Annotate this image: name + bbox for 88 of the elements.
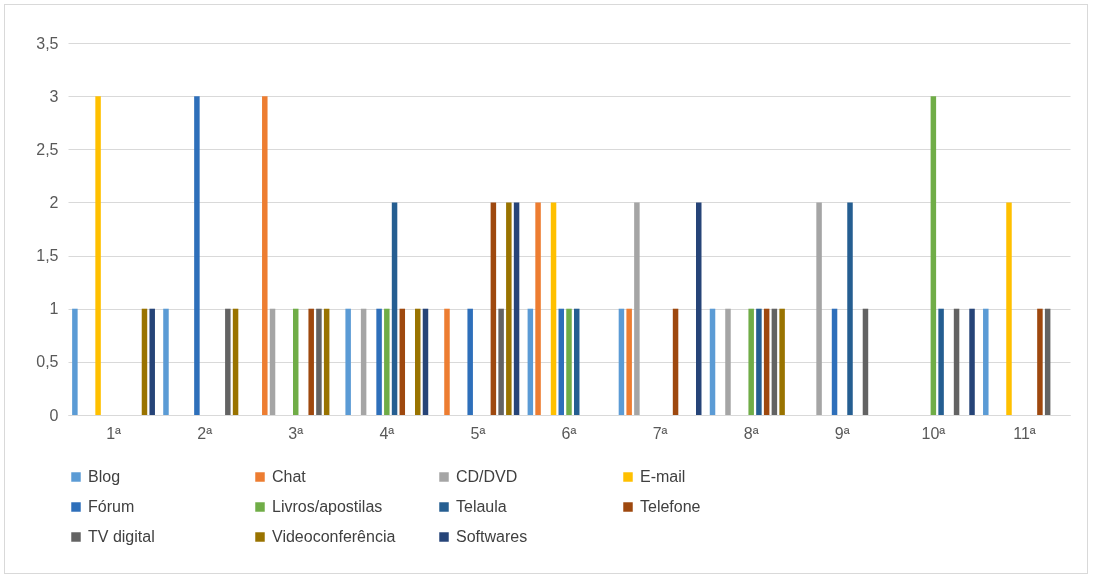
bar xyxy=(232,308,239,415)
bar xyxy=(384,308,390,415)
bar xyxy=(292,308,299,415)
bar xyxy=(983,308,989,415)
bar xyxy=(72,308,78,415)
bar xyxy=(527,308,534,415)
bar xyxy=(262,96,268,415)
legend-label: Livros/apostilas xyxy=(272,498,383,515)
legend-label: TV digital xyxy=(88,528,155,545)
bar xyxy=(141,308,148,415)
bar xyxy=(634,202,640,415)
y-tick-label: 1,5 xyxy=(36,247,59,265)
bar xyxy=(756,308,762,415)
bar xyxy=(323,308,330,415)
bar xyxy=(316,308,322,415)
legend-label: Telaula xyxy=(456,498,507,515)
bar xyxy=(1044,308,1051,415)
bar xyxy=(550,202,557,415)
bar xyxy=(506,202,512,415)
legend-label: Videoconferência xyxy=(272,528,396,545)
x-tick-label: 9ª xyxy=(834,424,850,442)
bar xyxy=(1006,202,1012,415)
y-tick-label: 2 xyxy=(49,193,59,211)
y-tick-label: 2,5 xyxy=(36,140,59,158)
legend-label: Blog xyxy=(88,468,121,485)
bar xyxy=(969,308,975,415)
bar xyxy=(672,308,679,415)
x-tick-label: 11ª xyxy=(1013,424,1036,442)
bar xyxy=(725,308,731,415)
bar xyxy=(391,202,398,415)
bar xyxy=(194,96,200,415)
bar xyxy=(566,308,572,415)
bar xyxy=(415,308,421,415)
bar xyxy=(345,308,351,415)
bar xyxy=(953,308,960,415)
bar xyxy=(467,308,473,415)
bar xyxy=(513,202,520,415)
bar xyxy=(831,308,838,415)
x-tick-label: 1ª xyxy=(106,424,122,442)
bar xyxy=(618,308,625,415)
bar xyxy=(163,308,169,415)
legend-label: Softwares xyxy=(456,528,528,545)
bar xyxy=(535,202,541,415)
legend-label: Telefone xyxy=(640,498,701,515)
x-tick-label: 10ª xyxy=(921,424,946,442)
bar xyxy=(748,308,754,415)
x-tick-label: 6ª xyxy=(561,424,577,442)
bar xyxy=(558,308,565,415)
bar xyxy=(376,308,382,415)
bar xyxy=(763,308,770,415)
y-tick-label: 1 xyxy=(49,300,59,318)
bar xyxy=(490,202,497,415)
bar xyxy=(225,308,231,415)
legend-label: E-mail xyxy=(640,468,686,485)
bar xyxy=(149,308,155,415)
y-tick-label: 3 xyxy=(49,87,59,105)
legend-label: CD/DVD xyxy=(456,468,518,485)
bar xyxy=(498,308,504,415)
bar xyxy=(360,308,367,415)
bar xyxy=(779,308,785,415)
y-tick-label: 0,5 xyxy=(36,353,59,371)
bar xyxy=(938,308,944,415)
bar xyxy=(269,308,276,415)
y-tick-label: 3,5 xyxy=(36,34,59,52)
x-tick-label: 4ª xyxy=(379,424,395,442)
bar xyxy=(399,308,406,415)
bar xyxy=(444,308,450,415)
bar xyxy=(1037,308,1043,415)
bar xyxy=(709,308,716,415)
legend-label: Fórum xyxy=(88,498,135,515)
bar xyxy=(816,202,822,415)
bar xyxy=(930,96,937,415)
bar xyxy=(847,202,853,415)
bar xyxy=(422,308,429,415)
x-tick-label: 5ª xyxy=(470,424,486,442)
x-tick-label: 3ª xyxy=(288,424,304,442)
bar xyxy=(626,308,632,415)
bar xyxy=(862,308,869,415)
bar xyxy=(696,202,702,415)
bar xyxy=(95,96,101,415)
bar xyxy=(771,308,778,415)
bar xyxy=(573,308,580,415)
x-tick-label: 7ª xyxy=(652,424,668,442)
y-tick-label: 0 xyxy=(49,406,59,424)
x-tick-label: 8ª xyxy=(743,424,759,442)
x-tick-label: 2ª xyxy=(197,424,213,442)
bar xyxy=(308,308,314,415)
legend-label: Chat xyxy=(272,468,307,485)
